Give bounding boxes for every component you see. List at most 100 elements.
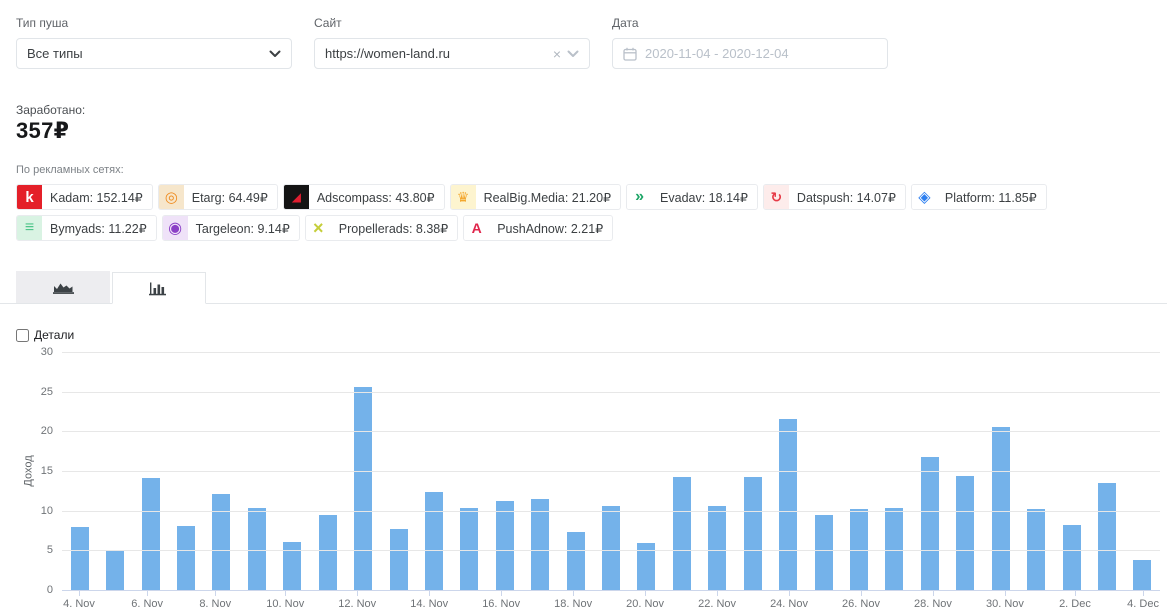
etarg-icon bbox=[158, 185, 184, 209]
networks-title: По рекламных сетях: bbox=[16, 164, 124, 176]
chart-bar[interactable] bbox=[708, 505, 727, 590]
x-slot: 10. Nov bbox=[266, 591, 304, 613]
network-badge[interactable]: Adscompass: 43.80₽ bbox=[282, 184, 445, 210]
calendar-icon bbox=[623, 47, 637, 61]
x-axis-tick-label: 26. Nov bbox=[842, 598, 880, 610]
bar-slot bbox=[558, 352, 593, 590]
details-checkbox[interactable] bbox=[16, 328, 29, 342]
networks-section: По рекламных сетях: Kadam: 152.14₽ Etarg:… bbox=[16, 164, 1151, 241]
clear-icon[interactable]: × bbox=[552, 45, 561, 62]
push-type-label: Тип пуша bbox=[16, 16, 69, 30]
bar-slot bbox=[381, 352, 416, 590]
chart-bar[interactable] bbox=[1133, 559, 1152, 590]
chart-bar[interactable] bbox=[495, 501, 514, 590]
x-slot: 26. Nov bbox=[842, 591, 880, 613]
x-axis-tick-label: 14. Nov bbox=[410, 598, 449, 610]
x-slot: 20. Nov bbox=[626, 591, 664, 613]
chevron-down-icon[interactable] bbox=[567, 50, 579, 58]
x-axis-tick bbox=[1143, 591, 1145, 596]
network-badge[interactable]: RealBig.Media: 21.20₽ bbox=[449, 184, 622, 210]
chart-bar[interactable] bbox=[389, 528, 408, 590]
network-badge[interactable]: Bymyads: 11.22₽ bbox=[16, 215, 157, 241]
x-axis-tick-label: 30. Nov bbox=[985, 598, 1024, 610]
datspush-icon bbox=[763, 185, 789, 209]
chart-bar[interactable] bbox=[743, 477, 762, 590]
chart-bar[interactable] bbox=[885, 507, 904, 590]
chart-bar[interactable] bbox=[672, 477, 691, 590]
x-slot bbox=[880, 591, 914, 613]
chart-bar[interactable] bbox=[176, 525, 195, 590]
x-axis-tick-label: 8. Nov bbox=[199, 598, 232, 610]
chart-bar[interactable] bbox=[318, 514, 337, 590]
bymyads-icon bbox=[17, 216, 42, 240]
chart-bar[interactable] bbox=[212, 494, 231, 590]
network-badges: Kadam: 152.14₽ Etarg: 64.49₽ Adscompass: 4… bbox=[16, 184, 1151, 241]
x-axis-tick bbox=[215, 591, 217, 596]
chart-bar[interactable] bbox=[1097, 482, 1116, 590]
x-axis-tick bbox=[285, 591, 287, 596]
gridline bbox=[62, 431, 1160, 433]
chart-bar[interactable] bbox=[460, 508, 479, 590]
earned-label: Заработано: bbox=[16, 103, 86, 117]
x-axis-tick-label: 12. Nov bbox=[338, 598, 377, 610]
network-badge[interactable]: PushAdnow: 2.21₽ bbox=[463, 215, 614, 241]
network-badge[interactable]: Etarg: 64.49₽ bbox=[157, 184, 278, 210]
chart-bar[interactable] bbox=[637, 543, 656, 590]
x-axis-tick-label: 6. Nov bbox=[131, 598, 164, 610]
chart-bar[interactable] bbox=[566, 532, 585, 590]
chart-bar[interactable] bbox=[1062, 524, 1081, 590]
chart-bar[interactable] bbox=[424, 491, 443, 590]
gridline bbox=[62, 391, 1160, 393]
x-axis-tick-label: 4. Dec bbox=[1127, 598, 1159, 610]
x-axis-tick bbox=[860, 591, 862, 596]
chart-bar[interactable] bbox=[106, 551, 125, 590]
x-axis-tick-label: 10. Nov bbox=[266, 598, 305, 610]
x-slot: 28. Nov bbox=[914, 591, 952, 613]
site-select[interactable]: https://women-land.ru × bbox=[314, 38, 590, 69]
date-range-input[interactable]: 2020-11-04 - 2020-12-04 bbox=[612, 38, 888, 69]
chart-bar[interactable] bbox=[991, 427, 1010, 590]
adscompass-icon bbox=[283, 185, 309, 209]
chart-bar[interactable] bbox=[70, 526, 89, 590]
x-slot bbox=[592, 591, 626, 613]
chart-bar[interactable] bbox=[354, 386, 373, 590]
bar-chart-tab[interactable] bbox=[112, 272, 206, 304]
x-slot: 24. Nov bbox=[770, 591, 808, 613]
bar-slot bbox=[735, 352, 770, 590]
chart-bar[interactable] bbox=[849, 509, 868, 590]
network-badge-label: PushAdnow: 2.21₽ bbox=[497, 221, 604, 236]
earned-value: 357₽ bbox=[16, 118, 70, 143]
network-badge[interactable]: Platform: 11.85₽ bbox=[910, 184, 1047, 210]
earned-summary: Заработано: 357₽ bbox=[16, 103, 1151, 144]
x-axis-tick bbox=[147, 591, 149, 596]
push-type-select[interactable]: Все типы bbox=[16, 38, 292, 69]
chart-bar[interactable] bbox=[283, 542, 302, 590]
x-slot bbox=[304, 591, 338, 613]
chart-bar[interactable] bbox=[531, 498, 550, 590]
chart-bar[interactable] bbox=[247, 507, 266, 590]
gridline bbox=[62, 352, 1160, 353]
x-slot bbox=[1024, 591, 1058, 613]
chart-bar[interactable] bbox=[920, 456, 939, 590]
chart-bar[interactable] bbox=[779, 419, 798, 590]
x-axis-tick bbox=[717, 591, 719, 596]
chart-bar[interactable] bbox=[814, 514, 833, 590]
bar-slot bbox=[275, 352, 310, 590]
bar-slot bbox=[841, 352, 876, 590]
network-badge[interactable]: Datspush: 14.07₽ bbox=[762, 184, 906, 210]
network-badge[interactable]: Evadav: 18.14₽ bbox=[626, 184, 758, 210]
x-axis-tick-label: 4. Nov bbox=[63, 598, 95, 610]
x-slot bbox=[664, 591, 698, 613]
chart-bar[interactable] bbox=[602, 505, 621, 590]
chart-bar[interactable] bbox=[956, 475, 975, 590]
x-slot bbox=[952, 591, 986, 613]
bar-chart-icon bbox=[149, 282, 166, 295]
network-badge[interactable]: Targeleon: 9.14₽ bbox=[161, 215, 300, 241]
network-badge[interactable]: Kadam: 152.14₽ bbox=[16, 184, 153, 210]
chevron-down-icon[interactable] bbox=[269, 50, 281, 58]
chart-bar[interactable] bbox=[1027, 509, 1046, 590]
network-badge[interactable]: Propellerads: 8.38₽ bbox=[304, 215, 459, 241]
x-slot: 2. Dec bbox=[1058, 591, 1092, 613]
area-chart-tab[interactable] bbox=[16, 271, 110, 303]
chart-bar[interactable] bbox=[141, 478, 160, 590]
